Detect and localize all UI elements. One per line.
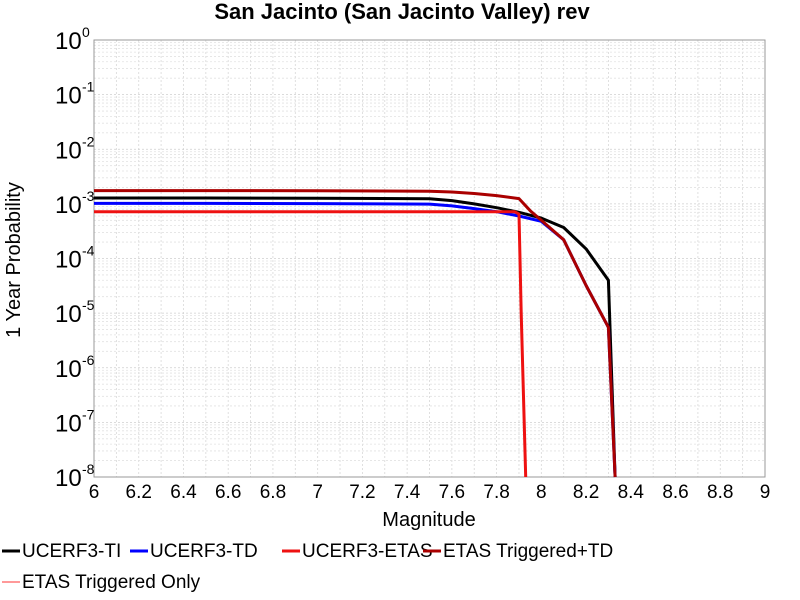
x-tick-label: 7.4 xyxy=(394,482,421,503)
y-tick-exponent: -8 xyxy=(82,461,95,477)
y-tick-label: 10 xyxy=(55,301,82,328)
x-tick-label: 7.8 xyxy=(483,482,509,503)
y-tick-label: 10 xyxy=(55,192,82,219)
y-tick-label: 10 xyxy=(55,28,82,55)
y-tick-label: 10 xyxy=(55,465,82,492)
legend-label-4: ETAS Triggered Only xyxy=(22,572,201,593)
y-tick-exponent: -1 xyxy=(82,79,95,95)
y-tick-exponent: -5 xyxy=(82,297,95,313)
x-tick-label: 9 xyxy=(760,482,771,503)
x-tick-label: 6.8 xyxy=(260,482,286,503)
series-line-1 xyxy=(94,201,617,478)
legend-label-2: UCERF3-ETAS xyxy=(302,541,433,562)
series-line-2 xyxy=(94,210,528,478)
y-tick-label: 10 xyxy=(55,356,82,383)
x-tick-label: 6.2 xyxy=(126,482,152,503)
series-lines xyxy=(94,189,617,478)
y-tick-exponent: 0 xyxy=(82,24,90,40)
y-tick-label: 10 xyxy=(55,410,82,437)
legend-label-3: ETAS Triggered+TD xyxy=(443,541,613,562)
x-tick-label: 8.8 xyxy=(707,482,733,503)
legend: UCERF3-TI UCERF3-TD UCERF3-ETAS ETAS Trigge… xyxy=(2,541,613,593)
x-tick-label: 6 xyxy=(89,482,100,503)
x-tick-label: 7.6 xyxy=(439,482,465,503)
legend-label-1: UCERF3-TD xyxy=(150,541,258,562)
y-axis-label: 1 Year Probability xyxy=(3,182,25,338)
y-tick-exponent: -6 xyxy=(82,352,95,368)
legend-label-0: UCERF3-TI xyxy=(22,541,121,562)
y-tick-label: 10 xyxy=(55,247,82,274)
x-tick-label: 8.6 xyxy=(662,482,688,503)
series-line-3 xyxy=(94,189,617,478)
x-tick-label: 8 xyxy=(536,482,547,503)
series-line-0 xyxy=(94,196,617,478)
x-tick-label: 6.6 xyxy=(215,482,241,503)
x-tick-label: 7 xyxy=(312,482,323,503)
x-tick-label: 6.4 xyxy=(170,482,197,503)
plot-frame xyxy=(93,39,766,478)
y-tick-exponent: -3 xyxy=(82,188,95,204)
y-tick-exponent: -4 xyxy=(82,243,95,259)
x-tick-label: 7.2 xyxy=(349,482,375,503)
x-tick-label: 8.4 xyxy=(618,482,645,503)
x-tick-label: 8.2 xyxy=(573,482,599,503)
grid xyxy=(94,40,765,477)
x-tick-labels: 6 6.2 6.4 6.6 6.8 7 7.2 7.4 7.6 7.8 8 8.2 8.4 8.6 8.8 9 xyxy=(89,482,771,503)
y-tick-label: 10 xyxy=(55,137,82,164)
y-tick-exponent: -2 xyxy=(82,133,95,149)
y-tick-label: 10 xyxy=(55,83,82,110)
y-tick-exponent: -7 xyxy=(82,406,95,422)
x-axis-label: Magnitude xyxy=(382,509,475,531)
chart-title: San Jacinto (San Jacinto Valley) rev xyxy=(214,0,590,24)
